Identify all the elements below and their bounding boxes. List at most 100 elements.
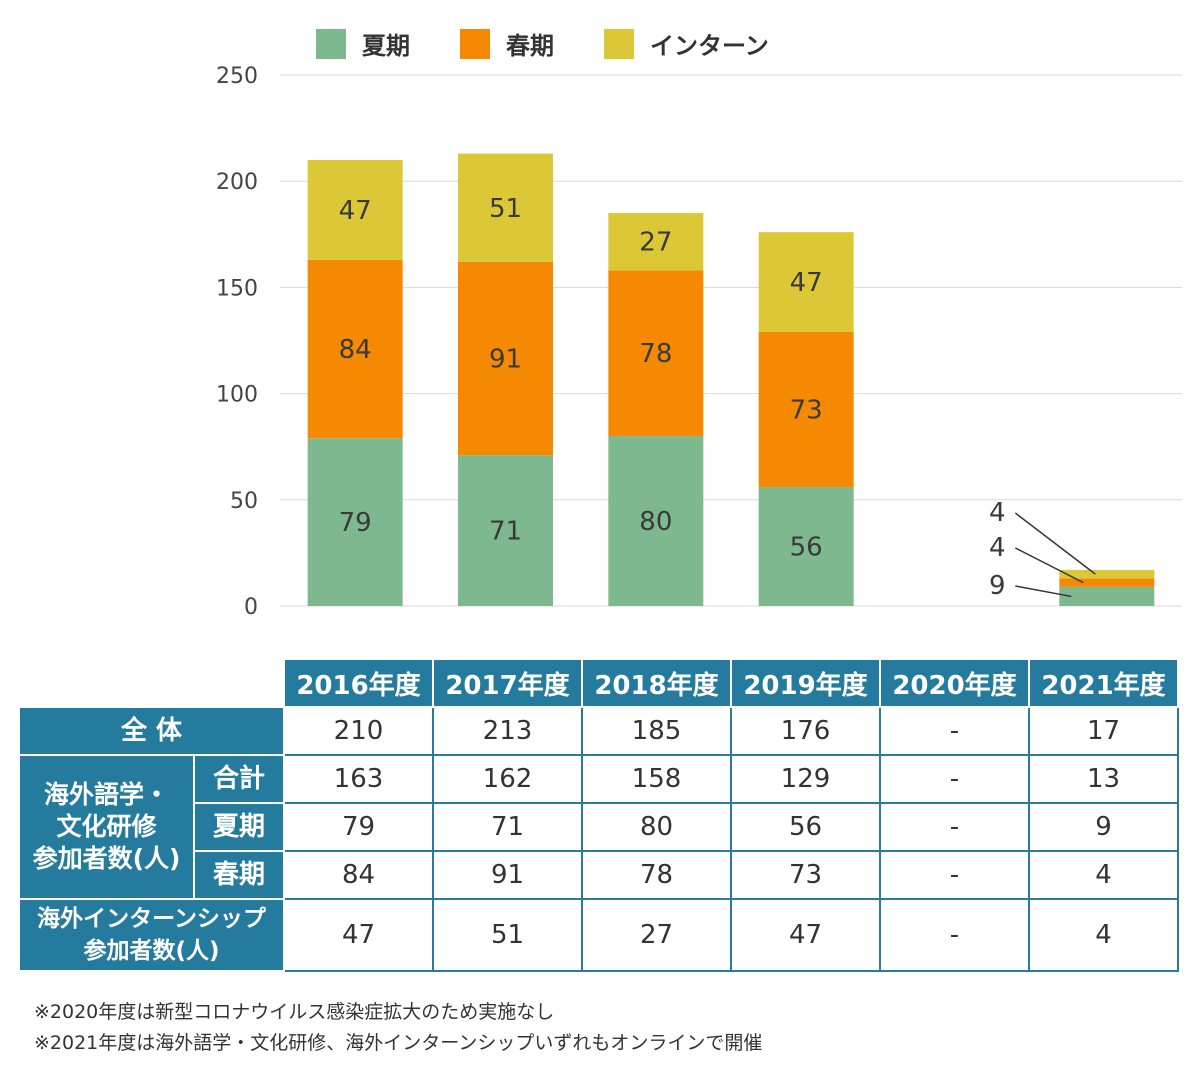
table-row-study-summer: 夏期 79 71 80 56 - 9 bbox=[19, 802, 1179, 852]
table-cell: 80 bbox=[581, 802, 732, 852]
table-header-cell: 2019年度 bbox=[730, 658, 881, 708]
table-cell: 4 bbox=[1028, 898, 1179, 972]
table-cell: 73 bbox=[730, 850, 881, 900]
bar-data-label: 79 bbox=[339, 508, 372, 538]
table-cell: - bbox=[879, 850, 1030, 900]
bar-segment bbox=[307, 159, 403, 260]
table-header-cell: 2018年度 bbox=[581, 658, 732, 708]
chart-legend: 夏期 春期 インターン bbox=[316, 26, 819, 61]
y-tick-label: 100 bbox=[216, 383, 258, 408]
row-group-label-study: 海外語学・ 文化研修 参加者数(人) bbox=[18, 754, 195, 900]
row-label-study-summer: 夏期 bbox=[193, 802, 285, 852]
table-cell: - bbox=[879, 802, 1030, 852]
bar-data-label: 71 bbox=[489, 517, 522, 547]
bar-data-label: 4 bbox=[989, 533, 1006, 563]
table-cell: 213 bbox=[432, 706, 583, 756]
row-label-total: 全 体 bbox=[18, 706, 285, 756]
bar-data-label: 84 bbox=[339, 335, 372, 365]
bar-segment bbox=[1059, 578, 1155, 587]
legend-label-spring: 春期 bbox=[506, 32, 554, 60]
legend-swatch-spring bbox=[460, 28, 490, 59]
bar-data-label: 51 bbox=[489, 194, 522, 224]
bar-segment bbox=[608, 213, 704, 271]
table-cell: 4 bbox=[1028, 850, 1179, 900]
row-label-study-total: 合計 bbox=[193, 754, 285, 804]
table-cell: - bbox=[879, 706, 1030, 756]
table-cell: 13 bbox=[1028, 754, 1179, 804]
callout-leader-line bbox=[1015, 585, 1072, 598]
y-tick-label: 200 bbox=[216, 170, 258, 195]
table-cell: 84 bbox=[283, 850, 434, 900]
table-cell: 47 bbox=[283, 898, 434, 972]
footnote-2021: ※2021年度は海外語学・文化研修、海外インターンシップいずれもオンラインで開催 bbox=[34, 1032, 763, 1054]
y-tick-label: 0 bbox=[244, 595, 258, 620]
table-cell: - bbox=[879, 898, 1030, 972]
legend-swatch-summer bbox=[316, 28, 346, 59]
y-tick-label: 150 bbox=[216, 276, 258, 301]
table-cell: 27 bbox=[581, 898, 732, 972]
legend-item-summer: 夏期 bbox=[316, 26, 410, 61]
table-cell: 163 bbox=[283, 754, 434, 804]
table-header-cell: 2016年度 bbox=[283, 658, 434, 708]
bar-segment bbox=[1059, 569, 1155, 579]
table-corner bbox=[19, 659, 284, 707]
table-cell: 51 bbox=[432, 898, 583, 972]
row-label-intern: 海外インターンシップ 参加者数(人) bbox=[18, 898, 285, 972]
table-cell: 71 bbox=[432, 802, 583, 852]
bar-segment bbox=[307, 259, 403, 439]
y-tick-label: 50 bbox=[230, 489, 258, 514]
table-cell: 91 bbox=[432, 850, 583, 900]
callout-leader-line bbox=[1014, 512, 1096, 575]
bar-data-label: 78 bbox=[639, 339, 672, 369]
bar-data-label: 4 bbox=[989, 498, 1006, 528]
footnotes: ※2020年度は新型コロナウイルス感染症拡大のため実施なし ※2021年度は海外… bbox=[34, 997, 762, 1059]
table-cell: 176 bbox=[730, 706, 881, 756]
bar-segment bbox=[758, 487, 854, 606]
table-row-study-spring: 春期 84 91 78 73 - 4 bbox=[19, 850, 1179, 900]
table-cell: - bbox=[879, 754, 1030, 804]
table-cell: 79 bbox=[283, 802, 434, 852]
table-cell: 210 bbox=[283, 706, 434, 756]
table-header-row: 2016年度 2017年度 2018年度 2019年度 2020年度 2021年… bbox=[19, 658, 1179, 708]
table-header-cell: 2020年度 bbox=[879, 658, 1030, 708]
legend-label-intern: インターン bbox=[650, 32, 769, 60]
bar-segment bbox=[608, 270, 704, 437]
table-cell: 162 bbox=[432, 754, 583, 804]
bar-data-label: 27 bbox=[639, 228, 672, 258]
table-row-study-total: 海外語学・ 文化研修 参加者数(人) 合計 163 162 158 129 - … bbox=[18, 754, 1179, 900]
bar-segment bbox=[608, 436, 704, 606]
table-cell: 185 bbox=[581, 706, 732, 756]
bar-data-label: 9 bbox=[989, 571, 1006, 601]
row-label-study-spring: 春期 bbox=[193, 850, 285, 900]
bar-data-label: 56 bbox=[790, 533, 823, 563]
legend-label-summer: 夏期 bbox=[362, 32, 410, 60]
legend-item-intern: インターン bbox=[604, 26, 769, 61]
table-cell: 47 bbox=[730, 898, 881, 972]
bar-data-label: 47 bbox=[790, 268, 823, 298]
bar-segment bbox=[758, 332, 854, 488]
callout-leader-line bbox=[1014, 547, 1084, 584]
bar-data-label: 80 bbox=[639, 507, 672, 537]
bar-segment bbox=[458, 153, 553, 262]
table-cell: 17 bbox=[1028, 706, 1179, 756]
bar-segment bbox=[458, 455, 553, 606]
bar-segment bbox=[307, 438, 403, 606]
table-cell: 56 bbox=[730, 802, 881, 852]
table-row-intern: 海外インターンシップ 参加者数(人) 47 51 27 47 - 4 bbox=[18, 898, 1179, 972]
table-cell: 129 bbox=[730, 754, 881, 804]
footnote-2020: ※2020年度は新型コロナウイルス感染症拡大のため実施なし bbox=[34, 1001, 555, 1023]
table-header-cell: 2021年度 bbox=[1028, 658, 1179, 708]
table-cell: 158 bbox=[581, 754, 732, 804]
bar-data-label: 73 bbox=[790, 396, 823, 426]
bar-segment bbox=[758, 232, 854, 333]
bar-segment bbox=[458, 261, 553, 456]
table-cell: 78 bbox=[581, 850, 732, 900]
table-cell: 9 bbox=[1028, 802, 1179, 852]
participants-table: 2016年度 2017年度 2018年度 2019年度 2020年度 2021年… bbox=[18, 658, 1179, 972]
legend-swatch-intern bbox=[604, 28, 634, 59]
bar-segment bbox=[1059, 586, 1155, 606]
bar-data-label: 47 bbox=[339, 196, 372, 226]
bar-data-label: 91 bbox=[489, 345, 522, 375]
table-row-total: 全 体 210 213 185 176 - 17 bbox=[18, 706, 1179, 756]
stacked-bar-chart: 0 50 100 150 200 250 79 84 47 71 91 51 80 78 27 56 73 47 9… bbox=[216, 64, 1182, 620]
